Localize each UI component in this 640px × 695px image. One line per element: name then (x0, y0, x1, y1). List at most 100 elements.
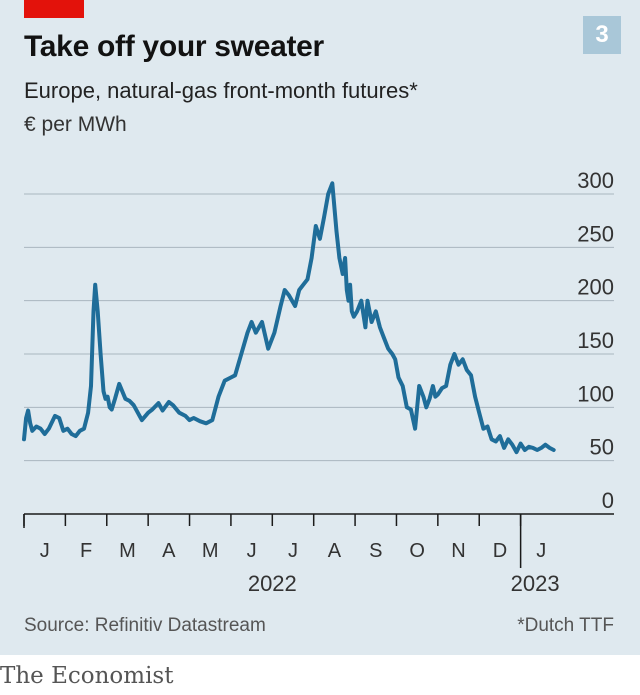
chart-unit-label: € per MWh (24, 113, 127, 136)
x-tick-label: J (288, 540, 298, 562)
data-point (254, 331, 257, 334)
chart-subtitle: Europe, natural-gas front-month futures* (24, 78, 418, 103)
data-point (199, 420, 201, 423)
data-point (48, 427, 50, 430)
data-point (445, 385, 447, 387)
data-point (461, 358, 464, 361)
data-point (356, 310, 358, 313)
x-tick-label: N (451, 540, 465, 562)
data-point (250, 321, 253, 323)
data-point (536, 449, 538, 451)
data-point (453, 353, 456, 355)
chart-plot: 0 50 100 150 200 250 300 J F M A M J J A S O N D J 2022 2023 (22, 168, 614, 596)
y-tick-label: 150 (577, 328, 614, 353)
data-point (184, 415, 187, 417)
data-point (432, 385, 434, 387)
data-point (96, 310, 99, 313)
data-point (230, 376, 232, 379)
x-tick-label: J (40, 540, 50, 562)
data-point (323, 216, 325, 219)
data-point (27, 409, 29, 412)
data-point (503, 447, 505, 449)
data-point (29, 422, 32, 425)
data-point (544, 443, 547, 446)
y-tick-label: 300 (577, 168, 614, 193)
data-point (401, 385, 404, 387)
y-tick-label: 0 (602, 488, 614, 513)
data-point (211, 419, 214, 421)
data-point (106, 395, 109, 398)
data-point (217, 395, 220, 398)
x-tick-label: D (493, 540, 507, 562)
data-point (31, 430, 34, 432)
data-point (406, 406, 408, 409)
data-point (341, 273, 344, 275)
data-point (35, 425, 38, 428)
x-tick-label: S (369, 540, 382, 562)
data-point (397, 376, 400, 379)
data-point (62, 430, 65, 432)
data-point (188, 419, 191, 421)
data-point (391, 353, 394, 355)
data-point (157, 402, 160, 404)
data-point (128, 400, 131, 402)
y-tick-label: 100 (577, 381, 614, 406)
x-tick-label: M (202, 540, 219, 562)
source-note: Source: Refinitiv Datastream (24, 615, 266, 636)
data-point (54, 415, 56, 417)
data-point (23, 438, 25, 441)
data-point (104, 398, 107, 400)
data-point (99, 353, 102, 355)
data-point (302, 283, 305, 286)
data-point (519, 442, 522, 445)
data-point (288, 294, 290, 297)
data-point (449, 363, 452, 366)
data-point (74, 435, 77, 437)
data-point (394, 358, 397, 361)
chart-number-badge: 3 (583, 16, 621, 54)
data-point (90, 385, 92, 387)
data-point (410, 408, 412, 411)
data-point (457, 363, 460, 366)
data-point (172, 404, 174, 407)
data-point (470, 374, 472, 377)
data-point (314, 225, 317, 227)
x-tick-label: F (80, 540, 92, 562)
data-point (319, 238, 321, 240)
data-point (192, 417, 195, 419)
data-point (418, 385, 421, 387)
data-point (178, 411, 180, 414)
data-point (437, 393, 439, 396)
data-point (66, 427, 69, 430)
y-tick-label: 250 (577, 221, 614, 246)
footnote: *Dutch TTF (517, 615, 614, 636)
data-point (515, 451, 518, 453)
data-point (246, 331, 249, 334)
data-point (240, 353, 243, 355)
x-tick-label: J (247, 540, 257, 562)
data-point (43, 433, 46, 435)
data-point (118, 383, 120, 385)
data-point (478, 411, 481, 414)
data-point (151, 408, 154, 411)
data-point (370, 321, 373, 323)
brand-red-tag (24, 0, 84, 18)
data-point (294, 305, 296, 307)
x-tick-label: J (536, 540, 546, 562)
data-point (87, 411, 89, 414)
data-point (338, 257, 341, 259)
data-point (344, 257, 346, 259)
data-point (310, 257, 313, 259)
data-point (523, 449, 526, 451)
data-point (110, 408, 113, 411)
data-point (327, 193, 329, 195)
data-point (350, 310, 353, 313)
data-point (223, 379, 226, 382)
data-point (349, 283, 351, 286)
data-point (94, 283, 96, 286)
data-point (441, 387, 443, 389)
data-point (83, 427, 85, 430)
publisher-logo: The Economist (0, 663, 174, 689)
data-point (552, 449, 555, 451)
data-point (374, 310, 377, 313)
